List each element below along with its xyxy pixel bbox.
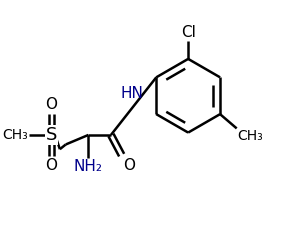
Text: NH₂: NH₂ (74, 159, 103, 174)
Text: HN: HN (121, 86, 144, 101)
Text: O: O (45, 158, 58, 173)
Text: O: O (45, 97, 58, 112)
Text: CH₃: CH₃ (2, 128, 28, 142)
Text: CH₃: CH₃ (237, 129, 263, 143)
Text: S: S (46, 126, 57, 144)
Text: O: O (123, 158, 135, 173)
Text: Cl: Cl (181, 25, 196, 40)
